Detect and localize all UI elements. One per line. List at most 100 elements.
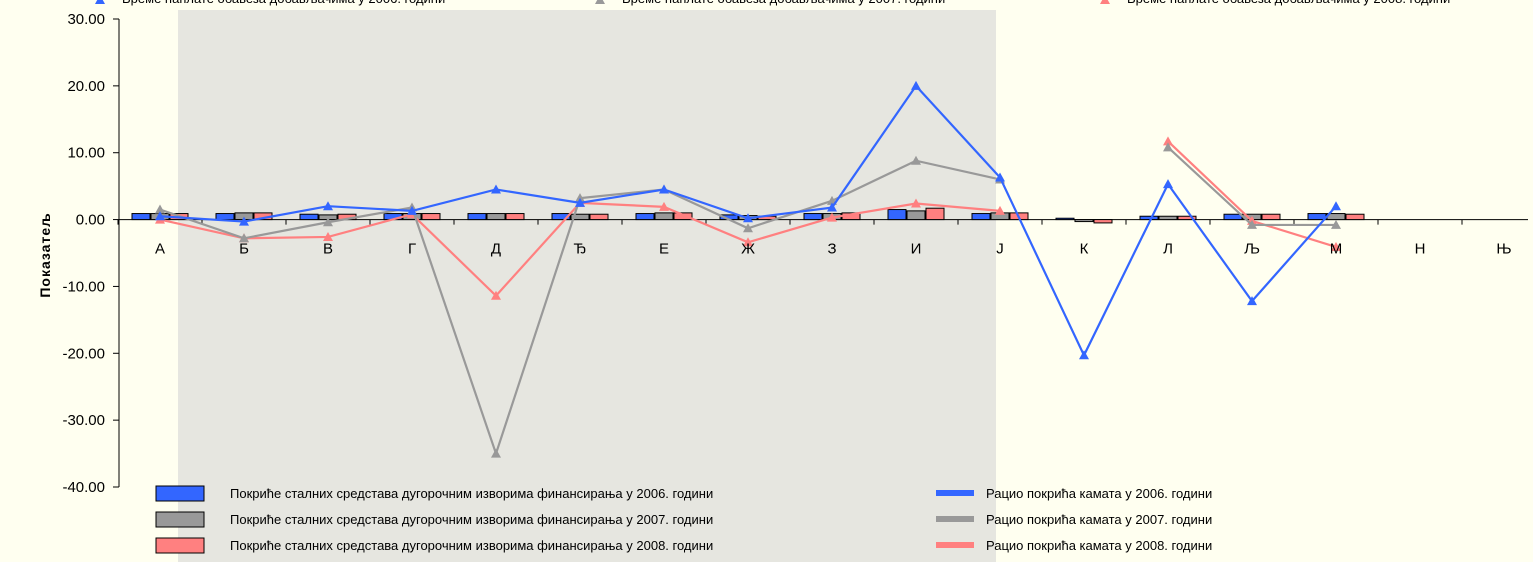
data-point	[743, 237, 753, 247]
bar	[589, 213, 609, 221]
bar	[421, 213, 441, 221]
legend-label: Покриће сталних средстава дугорочним изв…	[230, 538, 713, 553]
legend-marker	[595, 0, 605, 4]
data-point	[1331, 201, 1341, 211]
data-point	[239, 216, 249, 226]
bar	[1261, 213, 1281, 221]
category-label: А	[155, 241, 165, 258]
category-label: Ж	[741, 241, 755, 258]
data-point	[995, 205, 1005, 215]
legend-label: Рацио покрића камата у 2006. години	[986, 486, 1212, 501]
y-axis-label: Показатељ	[37, 212, 53, 297]
legend-marker	[95, 0, 105, 4]
legend-label: Покриће сталних средстава дугорочним изв…	[230, 512, 713, 527]
y-tick-label: 0.00	[76, 212, 105, 229]
bars	[131, 207, 1365, 224]
legend-line-swatch	[936, 542, 974, 548]
bar	[1345, 213, 1365, 221]
category-label: М	[1330, 241, 1343, 258]
bar	[1139, 215, 1159, 221]
category-label: В	[323, 241, 333, 258]
bar	[551, 213, 571, 221]
legend-label: Време наплате обавеза добављачима у 2008…	[1127, 0, 1450, 6]
bar	[299, 213, 319, 221]
category-label: Љ	[1244, 241, 1260, 258]
legend-line-swatch	[936, 490, 974, 496]
data-point	[911, 198, 921, 208]
data-point	[659, 201, 669, 211]
shaded-band	[178, 10, 996, 562]
legend-marker	[1100, 0, 1110, 4]
data-point	[827, 202, 837, 212]
data-point	[575, 197, 585, 207]
bar	[906, 210, 926, 221]
category-label: Њ	[1496, 241, 1511, 258]
y-tick-label: 30.00	[67, 11, 105, 28]
legend-label: Рацио покрића камата у 2008. години	[986, 538, 1212, 553]
legend-line-swatch	[936, 516, 974, 522]
bar	[887, 209, 907, 221]
data-point	[323, 217, 333, 227]
data-point	[743, 223, 753, 233]
category-label: Ђ	[574, 241, 587, 258]
y-tick-label: 10.00	[67, 145, 105, 162]
bar	[1307, 213, 1327, 221]
data-point	[491, 448, 501, 458]
category-label: К	[1080, 241, 1089, 258]
legend-label: Време наплате обавеза добављачима у 2007…	[622, 0, 945, 6]
legend-swatch	[155, 485, 205, 502]
data-point	[1331, 219, 1341, 229]
data-point	[239, 233, 249, 243]
bar	[673, 212, 693, 221]
data-point	[575, 193, 585, 203]
bar	[570, 213, 590, 221]
category-label: И	[911, 241, 922, 258]
data-point	[323, 231, 333, 241]
data-point	[1247, 219, 1257, 229]
data-point	[911, 155, 921, 165]
data-point	[155, 204, 165, 214]
data-point	[1247, 296, 1257, 306]
legend-label: Рацио покрића камата у 2007. години	[986, 512, 1212, 527]
top-legend: Време наплате обавеза добављачима у 2006…	[95, 0, 1450, 6]
data-point	[827, 212, 837, 222]
data-point	[155, 211, 165, 221]
bar	[803, 213, 823, 221]
bottom-legend: Покриће сталних средстава дугорочним изв…	[155, 485, 1212, 554]
data-point	[491, 184, 501, 194]
bar	[467, 213, 487, 221]
data-point	[491, 290, 501, 300]
legend-swatch	[155, 511, 205, 528]
y-tick-label: -30.00	[62, 412, 105, 429]
category-label: Н	[1415, 241, 1426, 258]
y-tick-label: -20.00	[62, 345, 105, 362]
y-tick-label: -10.00	[62, 278, 105, 295]
y-axis: 30.00 20.00 10.00 0.00 -10.00 -20.00 -30.00 -40…	[62, 11, 120, 496]
bar	[505, 213, 525, 221]
data-point	[407, 205, 417, 215]
bar	[1223, 213, 1243, 221]
category-label: Л	[1163, 241, 1173, 258]
bar	[1177, 215, 1197, 221]
lines	[155, 80, 1341, 458]
data-point	[743, 213, 753, 223]
category-label: Б	[239, 241, 249, 258]
bar	[1055, 217, 1075, 221]
legend-label: Покриће сталних средстава дугорочним изв…	[230, 486, 713, 501]
bar	[486, 213, 506, 221]
data-point	[1163, 142, 1173, 152]
data-point	[1163, 136, 1173, 146]
bar	[1158, 215, 1178, 221]
series-line	[1167, 140, 1337, 249]
data-point	[1331, 241, 1341, 251]
category-label: Д	[491, 241, 501, 258]
data-point	[1163, 179, 1173, 189]
data-point	[1079, 350, 1089, 360]
bar	[925, 207, 945, 221]
legend-swatch	[155, 537, 205, 554]
bar	[1074, 219, 1094, 223]
legend-label: Време наплате обавеза добављачима у 2006…	[122, 0, 445, 6]
data-point	[659, 184, 669, 194]
